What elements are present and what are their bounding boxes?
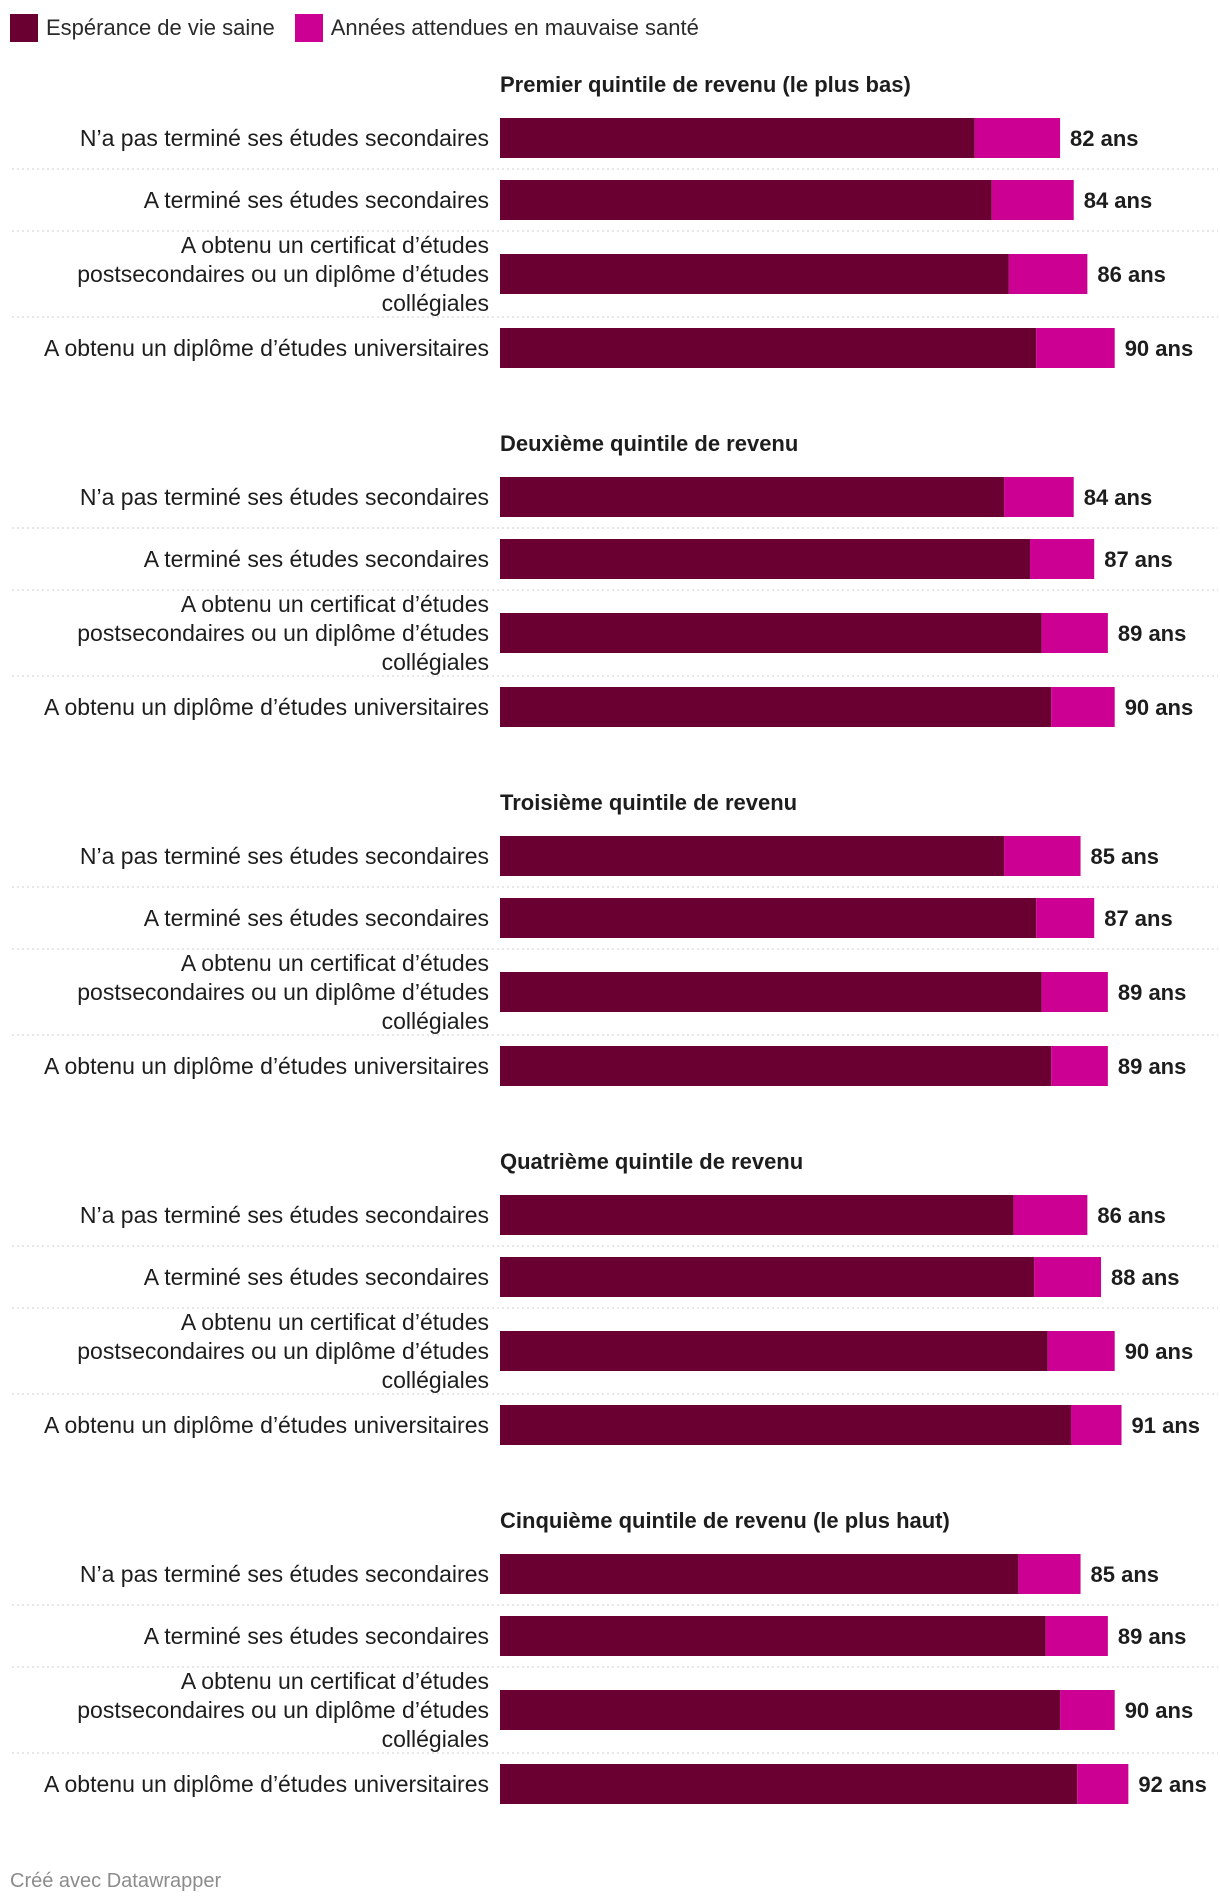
value-label: 90 ans xyxy=(1125,1339,1194,1364)
value-label: 89 ans xyxy=(1118,1054,1187,1079)
category-label: N’a pas terminé ses études secondaires xyxy=(80,843,489,869)
bar-healthy xyxy=(500,1331,1048,1371)
value-label: 91 ans xyxy=(1132,1413,1201,1438)
value-label: 86 ans xyxy=(1097,1203,1166,1228)
value-label: 86 ans xyxy=(1097,262,1166,287)
bar-healthy xyxy=(500,118,975,158)
value-label: 90 ans xyxy=(1125,336,1194,361)
category-label: A obtenu un certificat d’études postsecon… xyxy=(77,591,489,675)
category-label: A terminé ses études secondaires xyxy=(144,1264,489,1290)
value-label: 84 ans xyxy=(1084,485,1153,510)
credit-text: Créé avec Datawrapper xyxy=(10,1870,222,1892)
bar-unhealthy xyxy=(1041,972,1108,1012)
bar-unhealthy xyxy=(1041,613,1108,653)
bar-unhealthy xyxy=(1045,1616,1108,1656)
category-label: A obtenu un certificat d’études postsecon… xyxy=(77,1668,489,1752)
value-label: 90 ans xyxy=(1125,695,1194,720)
bar-unhealthy xyxy=(1018,1554,1081,1594)
category-label: A terminé ses études secondaires xyxy=(144,187,489,213)
bar-healthy xyxy=(500,1616,1046,1656)
legend-item-healthy: Espérance de vie saine xyxy=(10,14,275,42)
bar-unhealthy xyxy=(1013,1195,1088,1235)
group-title: Quatrième quintile de revenu xyxy=(500,1149,803,1174)
category-label: A obtenu un diplôme d’études universitai… xyxy=(44,1412,489,1438)
category-label: N’a pas terminé ses études secondaires xyxy=(80,484,489,510)
value-label: 89 ans xyxy=(1118,980,1187,1005)
category-label: A obtenu un diplôme d’études universitai… xyxy=(44,1771,489,1797)
category-label: A terminé ses études secondaires xyxy=(144,1623,489,1649)
bar-unhealthy xyxy=(991,180,1074,220)
bar-healthy xyxy=(500,836,1005,876)
legend-label-healthy: Espérance de vie saine xyxy=(46,15,275,40)
bar-healthy xyxy=(500,1405,1071,1445)
group-title: Deuxième quintile de revenu xyxy=(500,431,798,456)
group-title: Troisième quintile de revenu xyxy=(500,790,797,815)
category-label: A obtenu un certificat d’études postsecon… xyxy=(77,232,489,316)
value-label: 84 ans xyxy=(1084,188,1153,213)
legend: Espérance de vie saine Années attendues … xyxy=(10,12,719,44)
value-label: 92 ans xyxy=(1138,1772,1207,1797)
category-label: A obtenu un certificat d’études postsecon… xyxy=(77,1309,489,1393)
category-label: A obtenu un certificat d’études postsecon… xyxy=(77,950,489,1034)
bar-healthy xyxy=(500,254,1009,294)
bar-unhealthy xyxy=(974,118,1061,158)
bar-healthy xyxy=(500,1046,1052,1086)
bar-unhealthy xyxy=(1008,254,1088,294)
bar-healthy xyxy=(500,180,992,220)
group-title: Premier quintile de revenu (le plus bas) xyxy=(500,72,911,97)
bar-unhealthy xyxy=(1030,539,1095,579)
bar-unhealthy xyxy=(1004,836,1081,876)
value-label: 85 ans xyxy=(1091,1562,1160,1587)
group-title: Cinquième quintile de revenu (le plus ha… xyxy=(500,1508,950,1533)
category-label: A obtenu un diplôme d’études universitai… xyxy=(44,694,489,720)
value-label: 89 ans xyxy=(1118,621,1187,646)
bar-unhealthy xyxy=(1047,1331,1115,1371)
category-label: A obtenu un diplôme d’études universitai… xyxy=(44,1053,489,1079)
value-label: 88 ans xyxy=(1111,1265,1180,1290)
value-label: 87 ans xyxy=(1104,906,1173,931)
bar-unhealthy xyxy=(1051,1046,1108,1086)
bar-healthy xyxy=(500,1195,1014,1235)
bar-healthy xyxy=(500,1554,1019,1594)
bar-healthy xyxy=(500,972,1042,1012)
value-label: 89 ans xyxy=(1118,1624,1187,1649)
value-label: 90 ans xyxy=(1125,1698,1194,1723)
category-label: A terminé ses études secondaires xyxy=(144,546,489,572)
bar-unhealthy xyxy=(1036,898,1095,938)
bar-unhealthy xyxy=(1034,1257,1102,1297)
bar-healthy xyxy=(500,1764,1078,1804)
legend-label-unhealthy: Années attendues en mauvaise santé xyxy=(330,15,699,40)
bar-healthy xyxy=(500,539,1031,579)
bar-unhealthy xyxy=(1051,687,1115,727)
bar-unhealthy xyxy=(1060,1690,1115,1730)
bar-unhealthy xyxy=(1036,328,1115,368)
value-label: 82 ans xyxy=(1070,126,1139,151)
value-label: 85 ans xyxy=(1091,844,1160,869)
legend-item-unhealthy: Années attendues en mauvaise santé xyxy=(294,14,699,42)
bar-healthy xyxy=(500,687,1052,727)
bar-healthy xyxy=(500,1690,1061,1730)
category-label: N’a pas terminé ses études secondaires xyxy=(80,1202,489,1228)
category-label: A obtenu un diplôme d’études universitai… xyxy=(44,335,489,361)
bar-healthy xyxy=(500,613,1042,653)
category-label: A terminé ses études secondaires xyxy=(144,905,489,931)
legend-swatch-healthy xyxy=(10,14,38,42)
bar-unhealthy xyxy=(1077,1764,1129,1804)
category-label: N’a pas terminé ses études secondaires xyxy=(80,1561,489,1587)
legend-swatch-unhealthy xyxy=(294,14,323,42)
bar-unhealthy xyxy=(1004,477,1074,517)
bar-unhealthy xyxy=(1070,1405,1122,1445)
bar-healthy xyxy=(500,1257,1035,1297)
category-label: N’a pas terminé ses études secondaires xyxy=(80,125,489,151)
bar-healthy xyxy=(500,898,1037,938)
bar-healthy xyxy=(500,328,1037,368)
value-label: 87 ans xyxy=(1104,547,1173,572)
bar-healthy xyxy=(500,477,1005,517)
